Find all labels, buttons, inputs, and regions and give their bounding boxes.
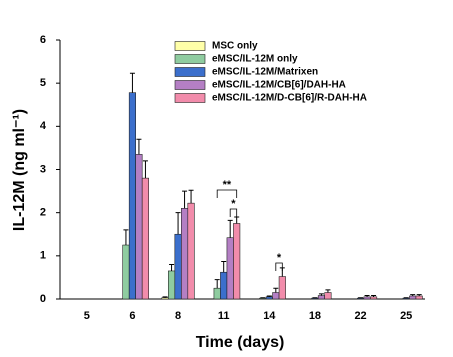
bar (213, 287, 221, 300)
legend-label: eMSC/IL-12M/D-CB[6]/R-DAH-HA (212, 93, 367, 104)
bar (226, 237, 234, 300)
legend-swatch (174, 80, 206, 90)
y-axis-label: IL-12M (ng ml⁻¹) (11, 109, 28, 231)
bar (161, 297, 169, 300)
error-bar (410, 294, 416, 296)
bar (220, 271, 228, 300)
error-bar (364, 295, 370, 297)
y-tick-label: 5 (40, 77, 46, 89)
y-tick-label: 0 (40, 293, 46, 305)
legend-label: MSC only (212, 41, 258, 52)
error-bar (123, 229, 129, 246)
bar (272, 292, 280, 300)
significance-label: ** (223, 179, 232, 191)
bar (187, 202, 195, 300)
legend-swatch (174, 41, 206, 51)
y-tick-label: 4 (40, 120, 47, 132)
x-tick-label: 11 (218, 310, 230, 322)
bar (122, 244, 130, 300)
y-tick-label: 1 (40, 250, 46, 262)
error-bar (416, 294, 422, 296)
error-bar (318, 293, 324, 296)
bar (168, 270, 176, 300)
bar (174, 233, 182, 300)
legend-swatch (174, 54, 206, 64)
bar (370, 296, 378, 300)
error-bar (142, 160, 148, 179)
significance-label: * (277, 252, 282, 264)
error-bar (221, 260, 227, 273)
bar (363, 296, 371, 300)
x-tick-label: 25 (400, 310, 412, 322)
error-bar (188, 189, 194, 204)
y-tick-label: 2 (40, 207, 46, 219)
legend-swatch (174, 93, 206, 103)
legend-label: eMSC/IL-12M/Matrixen (212, 67, 318, 78)
bar (317, 295, 325, 300)
bar (357, 297, 365, 300)
legend-swatch (174, 67, 206, 77)
y-tick-label: 6 (40, 34, 46, 46)
bar (402, 297, 410, 300)
significance-label: * (231, 198, 236, 210)
x-tick-label: 14 (263, 310, 276, 322)
bar (128, 92, 136, 300)
error-bar (325, 289, 331, 293)
error-bar (227, 219, 233, 238)
x-axis-label: Time (days) (196, 334, 285, 351)
x-tick-label: 22 (354, 310, 366, 322)
legend-label: eMSC/IL-12M/CB[6]/DAH-HA (212, 80, 346, 91)
bar (415, 295, 423, 300)
error-bar (136, 138, 142, 155)
x-tick-label: 8 (175, 310, 181, 322)
bar (278, 276, 286, 300)
x-tick-label: 6 (129, 310, 135, 322)
x-tick-label: 18 (309, 310, 321, 322)
error-bar (214, 279, 220, 289)
bar (265, 296, 273, 300)
error-bar (129, 72, 135, 93)
error-bar (234, 216, 240, 224)
x-tick-label: 5 (84, 310, 90, 322)
error-bar (162, 296, 168, 298)
bar (311, 297, 319, 300)
bar (409, 295, 417, 300)
significance-bracket (275, 262, 283, 271)
bar (141, 177, 149, 300)
bar (135, 154, 143, 300)
y-tick-label: 3 (40, 163, 46, 175)
error-bar (169, 263, 175, 271)
bar (181, 208, 189, 300)
significance-bracket (229, 208, 238, 217)
error-bar (266, 295, 272, 297)
error-bar (175, 212, 181, 235)
legend-label: eMSC/IL-12M only (212, 54, 298, 65)
bar (233, 223, 241, 300)
significance-bracket (216, 189, 238, 198)
error-bar (273, 287, 279, 293)
bar (324, 292, 332, 300)
error-bar (182, 190, 188, 209)
bar (259, 297, 267, 300)
error-bar (371, 295, 377, 297)
